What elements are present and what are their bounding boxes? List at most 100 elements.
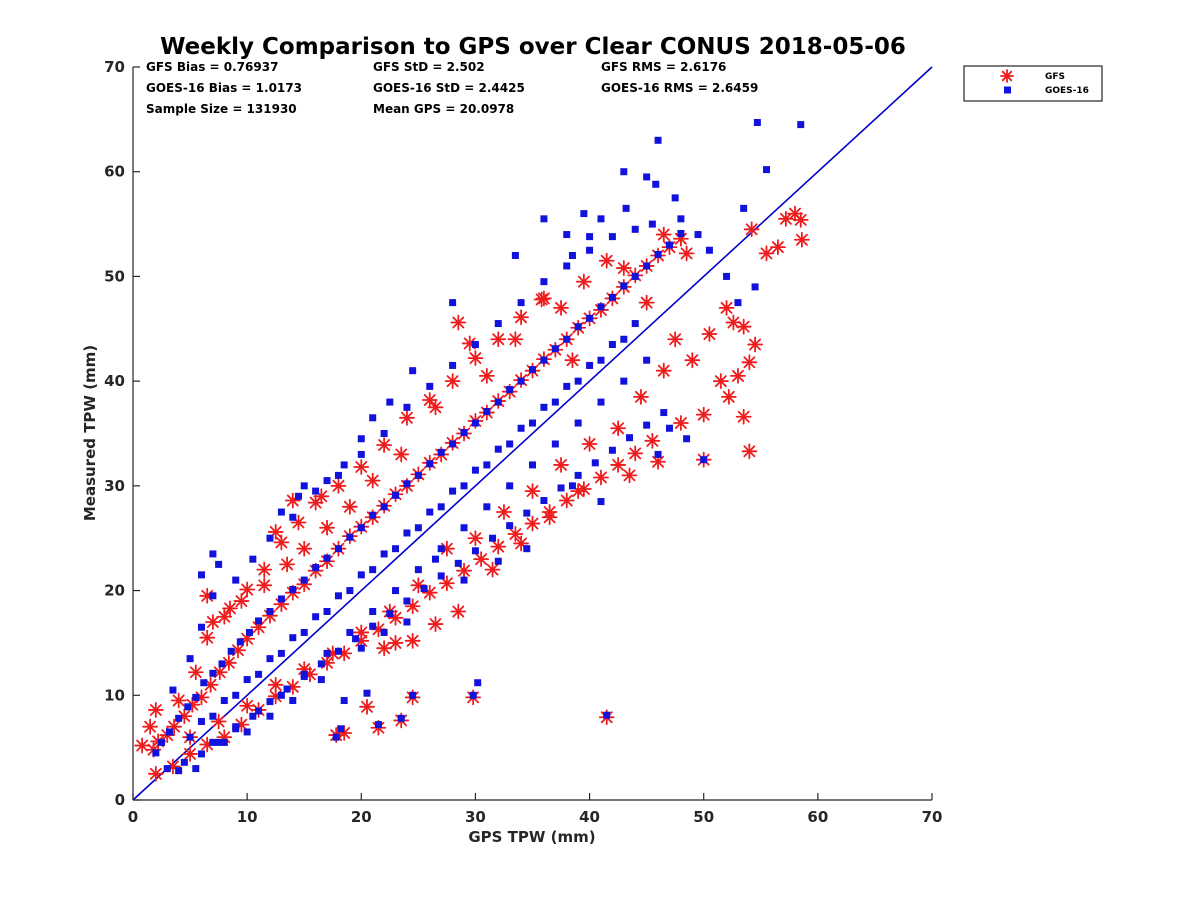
data-point bbox=[386, 398, 394, 406]
data-point bbox=[403, 480, 411, 488]
x-tick-label: 70 bbox=[922, 808, 943, 826]
data-point bbox=[414, 471, 422, 479]
data-point bbox=[541, 509, 558, 526]
data-point bbox=[454, 559, 462, 567]
data-point bbox=[608, 446, 616, 454]
data-point bbox=[289, 513, 297, 521]
data-point bbox=[352, 635, 360, 643]
data-point bbox=[277, 508, 285, 516]
data-point bbox=[369, 414, 377, 422]
data-point bbox=[511, 251, 519, 259]
data-point bbox=[574, 377, 582, 385]
data-point bbox=[586, 246, 594, 254]
y-tick-label: 10 bbox=[104, 686, 125, 704]
stat-label: GOES-16 Bias = 1.0173 bbox=[146, 81, 302, 95]
data-point bbox=[295, 492, 303, 500]
data-point bbox=[558, 492, 575, 509]
data-point bbox=[524, 515, 541, 532]
data-point bbox=[236, 638, 244, 646]
data-point bbox=[209, 669, 217, 677]
data-point bbox=[529, 366, 536, 374]
data-point bbox=[431, 555, 439, 563]
data-point bbox=[655, 362, 672, 379]
data-point bbox=[227, 647, 235, 655]
data-point bbox=[357, 450, 365, 458]
data-point bbox=[166, 728, 174, 736]
data-point bbox=[147, 765, 164, 782]
data-point bbox=[222, 600, 238, 617]
data-point bbox=[506, 522, 514, 530]
data-point bbox=[460, 576, 468, 584]
data-point bbox=[426, 508, 434, 516]
data-point bbox=[323, 554, 331, 562]
data-point bbox=[622, 204, 630, 212]
data-point bbox=[517, 299, 525, 307]
data-point bbox=[506, 386, 514, 394]
data-point bbox=[540, 403, 548, 411]
data-point bbox=[507, 331, 524, 348]
data-point bbox=[374, 721, 382, 729]
data-point bbox=[266, 534, 274, 542]
data-point bbox=[591, 459, 599, 467]
data-point bbox=[677, 229, 685, 237]
data-point bbox=[660, 409, 668, 417]
data-point bbox=[404, 598, 421, 615]
data-point bbox=[283, 685, 291, 693]
data-point bbox=[564, 352, 581, 369]
data-point bbox=[307, 494, 324, 511]
data-point bbox=[496, 504, 512, 520]
data-point bbox=[494, 557, 502, 565]
reference-line bbox=[132, 66, 933, 801]
data-point bbox=[563, 382, 571, 390]
data-point bbox=[586, 361, 594, 369]
data-point bbox=[553, 457, 569, 473]
legend-label: GFS bbox=[1045, 72, 1065, 82]
x-tick-label: 20 bbox=[351, 808, 372, 826]
x-tick-label: 10 bbox=[237, 808, 258, 826]
data-point bbox=[695, 406, 712, 423]
data-point bbox=[652, 180, 660, 188]
data-point bbox=[678, 245, 695, 262]
data-point bbox=[770, 239, 786, 256]
data-point bbox=[399, 409, 415, 426]
data-point bbox=[574, 471, 582, 479]
data-point bbox=[317, 676, 325, 684]
data-point bbox=[615, 260, 632, 276]
data-point bbox=[598, 252, 615, 269]
y-tick-label: 30 bbox=[104, 477, 125, 495]
data-point bbox=[414, 524, 422, 532]
data-point bbox=[730, 368, 746, 384]
data-point bbox=[277, 691, 285, 699]
data-point bbox=[404, 632, 421, 649]
data-point bbox=[608, 293, 616, 301]
data-point bbox=[747, 336, 763, 353]
data-point bbox=[620, 168, 628, 176]
y-tick-label: 20 bbox=[104, 582, 125, 600]
data-point bbox=[175, 714, 183, 722]
data-point bbox=[540, 497, 548, 505]
data-point bbox=[346, 533, 354, 541]
data-point bbox=[631, 272, 639, 280]
data-point bbox=[186, 655, 194, 663]
data-point bbox=[243, 676, 251, 684]
legend-entry: GOES-16 bbox=[1004, 86, 1089, 96]
data-point bbox=[483, 503, 491, 511]
data-point bbox=[597, 303, 605, 311]
data-point bbox=[197, 750, 205, 758]
data-point bbox=[478, 368, 495, 384]
x-tick-label: 60 bbox=[807, 808, 828, 826]
legend-entry: GFS bbox=[1000, 69, 1065, 83]
data-point bbox=[296, 540, 313, 557]
data-point bbox=[654, 136, 662, 144]
legend: GFS GOES-16 bbox=[963, 65, 1103, 102]
data-point bbox=[643, 262, 651, 270]
data-point bbox=[169, 686, 177, 694]
data-point bbox=[255, 670, 263, 678]
data-point bbox=[494, 320, 502, 328]
data-point bbox=[403, 618, 411, 626]
plot-area bbox=[132, 66, 933, 801]
data-point bbox=[209, 712, 217, 720]
data-point bbox=[393, 446, 410, 463]
x-tick-label: 30 bbox=[465, 808, 486, 826]
